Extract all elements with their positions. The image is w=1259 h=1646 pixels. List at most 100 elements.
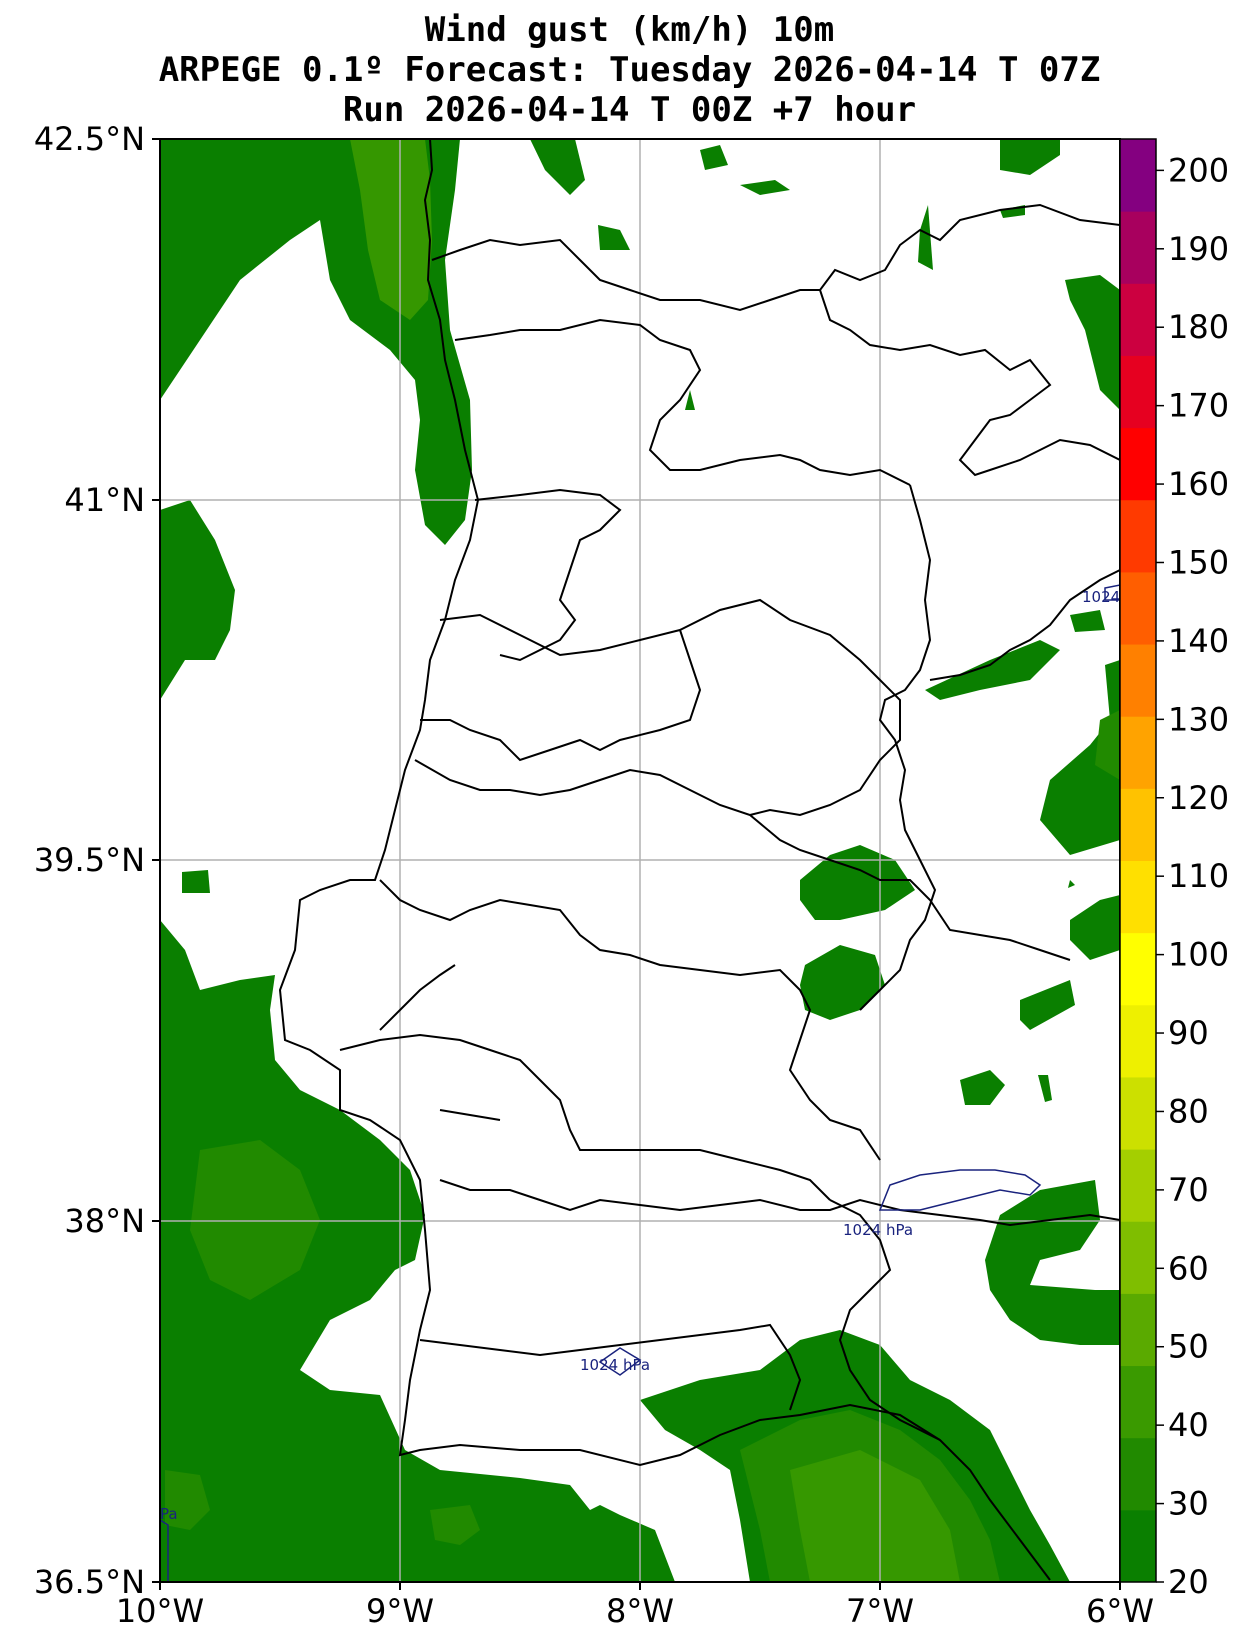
gust-area-east-right xyxy=(1040,660,1120,855)
colorbar-tick-label: 30 xyxy=(1168,1485,1209,1523)
lat-label-42-5: 42.5°N xyxy=(34,120,145,158)
border-district-9 xyxy=(439,1179,1120,1227)
gust-patch-n-6 xyxy=(685,390,695,410)
isobar-label-central: 1024 hPa xyxy=(843,1221,913,1239)
colorbar-tick-label: 40 xyxy=(1168,1406,1209,1444)
gust-area-southwest xyxy=(160,920,675,1582)
lat-label-36-5: 36.5°N xyxy=(34,1563,145,1601)
gust-patch-west-small xyxy=(182,870,210,893)
colorbar-tick-label: 50 xyxy=(1168,1328,1209,1366)
colorbar-tick-label: 120 xyxy=(1168,779,1229,817)
gust-patch-n-4 xyxy=(700,145,728,170)
colorbar-segment xyxy=(1120,1365,1156,1439)
colorbar-tick-label: 150 xyxy=(1168,543,1229,581)
border-district-6 xyxy=(414,759,1071,961)
border-spain-mid xyxy=(859,484,937,1011)
gust-patch-east-label xyxy=(1070,610,1105,632)
colorbar-tick-label: 130 xyxy=(1168,700,1229,738)
colorbar-tick-label: 170 xyxy=(1168,387,1229,425)
colorbar-frame xyxy=(1119,138,1157,1583)
lon-label-9w: 9°W xyxy=(366,1592,434,1630)
lon-label-8w: 8°W xyxy=(606,1592,674,1630)
colorbar-tick-label: 110 xyxy=(1168,857,1229,895)
colorbar-segment xyxy=(1120,499,1156,573)
colorbar-segment xyxy=(1120,932,1156,1006)
colorbar-segment xyxy=(1120,355,1156,429)
gust-patch-ne-2 xyxy=(1065,275,1120,410)
border-spain-east xyxy=(818,203,1120,477)
colorbar-tick-label: 60 xyxy=(1168,1249,1209,1287)
lon-label-7w: 7°W xyxy=(846,1592,914,1630)
isobars xyxy=(159,584,1121,1582)
gust-patch-sw-corner xyxy=(165,1470,210,1530)
lon-axis: 10°W 9°W 8°W 7°W 6°W xyxy=(116,1582,1154,1630)
lon-label-6w: 6°W xyxy=(1086,1592,1154,1630)
colorbar-tick-label: 190 xyxy=(1168,230,1229,268)
gust-patch-east-7 xyxy=(1068,880,1075,888)
colorbar-segment xyxy=(1120,644,1156,717)
gust-patch-ne-3 xyxy=(918,205,933,270)
gust-patch-east-4 xyxy=(1020,980,1075,1030)
colorbar-segment xyxy=(1120,211,1156,284)
gust-patch-ne-1 xyxy=(1000,139,1060,175)
colorbar-tick-label: 140 xyxy=(1168,622,1229,660)
lat-label-41: 41°N xyxy=(64,481,145,519)
colorbar-tick-label: 70 xyxy=(1168,1171,1209,1209)
border-district-1 xyxy=(431,238,820,312)
colorbar-segment xyxy=(1120,139,1156,212)
gust-area-central-east-2 xyxy=(800,945,885,1020)
colorbar-segment xyxy=(1120,571,1156,645)
border-district-3 xyxy=(474,488,622,662)
isobar-central xyxy=(878,1169,1042,1211)
colorbar-tick-label: 80 xyxy=(1168,1092,1209,1130)
lon-label-10w: 10°W xyxy=(116,1592,204,1630)
lat-label-38: 38°N xyxy=(64,1202,145,1240)
colorbar: 20 30 40 50 60 70 80 90 100 110 120 130 140 150 160 170… xyxy=(1119,138,1229,1601)
colorbar-segment xyxy=(1120,1437,1156,1511)
border-district-7 xyxy=(379,879,881,1161)
colorbar-tick-label: 90 xyxy=(1168,1014,1209,1052)
isobar-sw xyxy=(159,1519,169,1582)
colorbar-tick-label: 160 xyxy=(1168,465,1229,503)
colorbar-segment xyxy=(1120,1221,1156,1294)
gust-area-east-mid xyxy=(925,640,1060,700)
borders xyxy=(278,139,1120,1581)
colorbar-segment xyxy=(1120,1076,1156,1150)
lat-axis: 42.5°N 41°N 39.5°N 38°N 36.5°N xyxy=(34,120,160,1601)
gust-patch-sw-small xyxy=(430,1505,480,1545)
colorbar-segment xyxy=(1120,1004,1156,1078)
colorbar-segment xyxy=(1120,1149,1156,1222)
isobar-south xyxy=(598,1347,642,1376)
isobar-label-sw: Pa xyxy=(160,1505,178,1523)
gust-area-northwest-strong xyxy=(350,139,432,320)
gust-area-central-east xyxy=(800,845,915,920)
coastline xyxy=(278,139,1051,1581)
colorbar-segment xyxy=(1120,716,1156,789)
isobar-label-south: 1024 hPa xyxy=(580,1356,650,1374)
border-spain-ne xyxy=(929,569,1120,681)
estuary-sado xyxy=(439,1109,501,1121)
graticule xyxy=(160,139,1120,1582)
map-title: Wind gust (km/h) 10m xyxy=(424,10,835,50)
gust-area-southwest-strong xyxy=(190,1140,320,1300)
gust-area-west-mid xyxy=(160,500,235,700)
gust-patch-east-5 xyxy=(960,1070,1005,1105)
gust-patch-n-2 xyxy=(598,225,630,250)
colorbar-tick-label: 20 xyxy=(1168,1563,1209,1601)
colorbar-segment xyxy=(1120,788,1156,861)
map-subtitle-forecast: ARPEGE 0.1º Forecast: Tuesday 2026-04-14… xyxy=(158,50,1101,90)
border-district-8 xyxy=(339,1033,831,1201)
border-district-5 xyxy=(679,598,901,817)
gust-area-east-right-strong xyxy=(1095,710,1120,780)
estuary-tagus xyxy=(379,964,456,1031)
colorbar-segment xyxy=(1120,1293,1156,1367)
gust-area-south-inner xyxy=(790,1450,960,1582)
map-subtitle-run: Run 2026-04-14 T 00Z +7 hour xyxy=(342,90,917,130)
colorbar-tick-label: 100 xyxy=(1168,936,1229,974)
colorbar-tick-label: 200 xyxy=(1168,151,1229,189)
colorbar-segment xyxy=(1120,1509,1156,1583)
border-district-2 xyxy=(454,318,911,486)
gust-patch-east-6 xyxy=(1038,1075,1052,1102)
gust-patch-n-1 xyxy=(530,139,585,195)
